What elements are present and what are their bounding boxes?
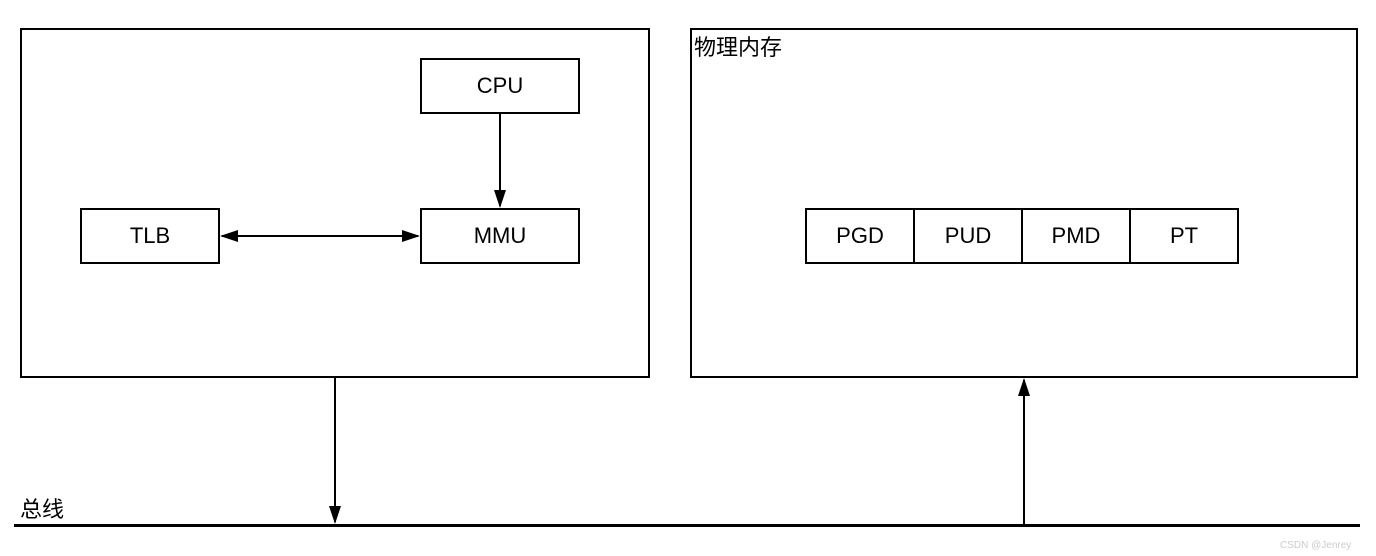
watermark: CSDN @Jenrey [1280,540,1351,551]
connector-bus-to-right [0,0,1376,556]
